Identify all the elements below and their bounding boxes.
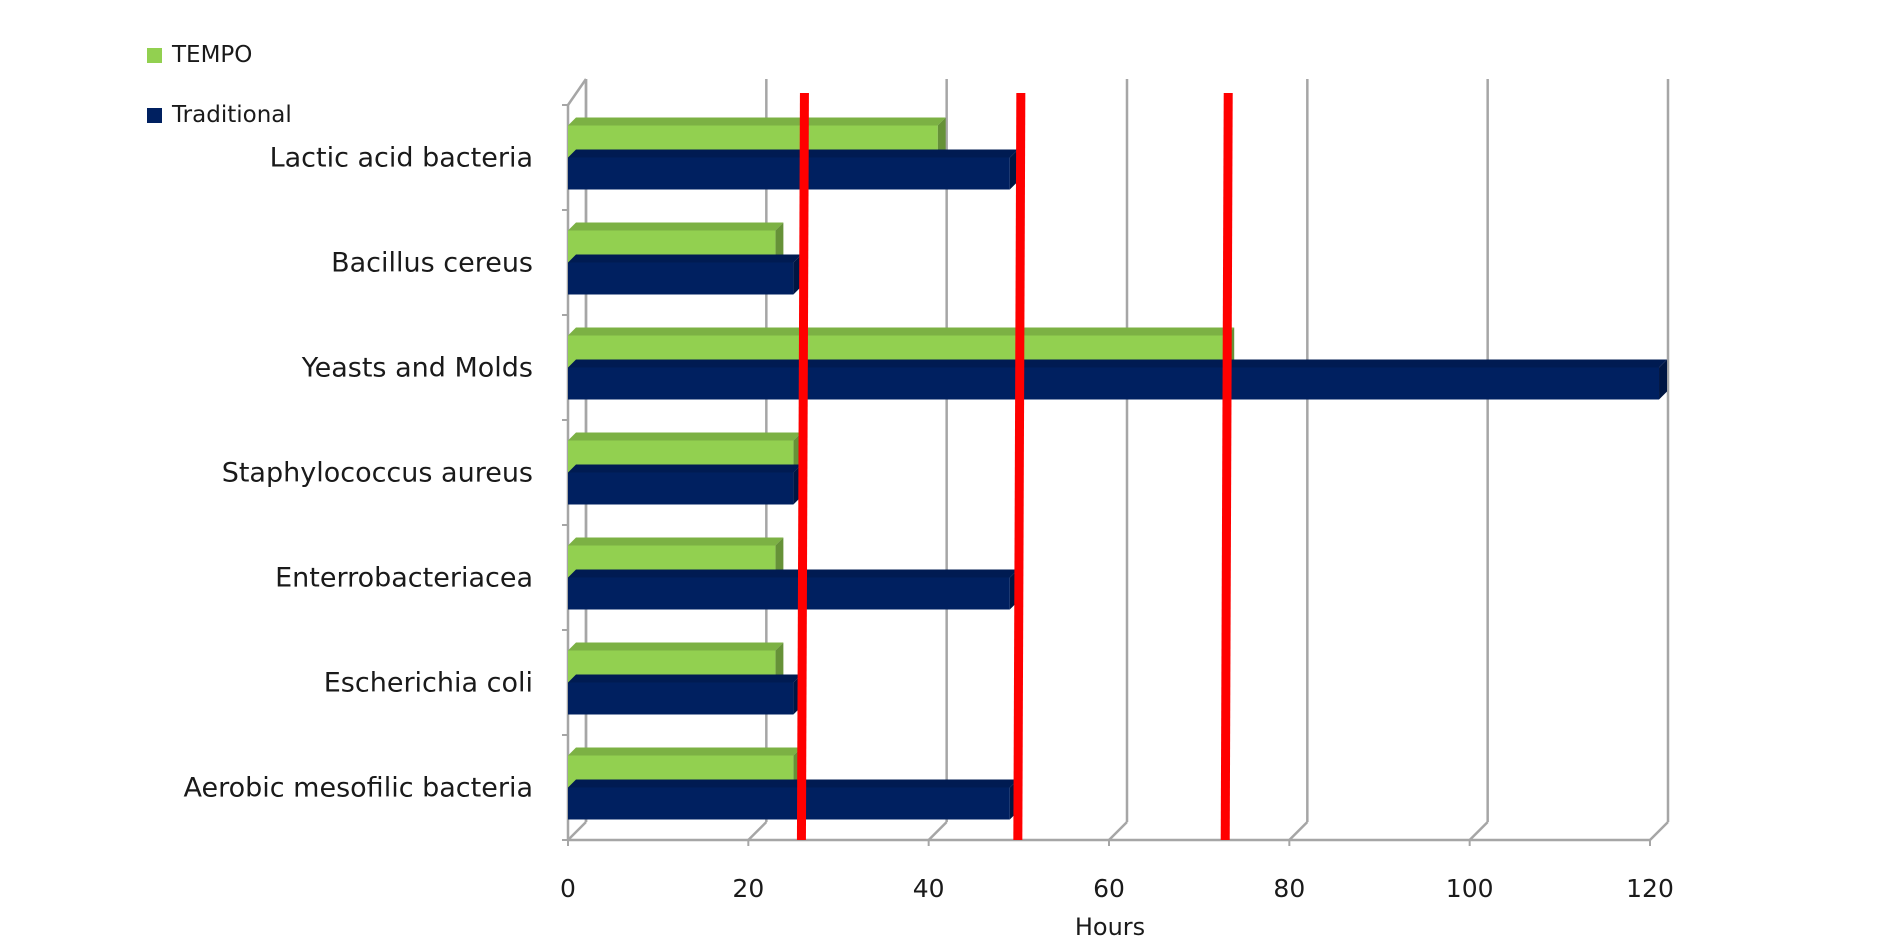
legend-item-tempo: TEMPO — [147, 42, 292, 68]
chart-legend: TEMPO Traditional — [147, 42, 292, 164]
x-tick-label: 60 — [1093, 874, 1125, 903]
bar-traditional — [568, 472, 794, 505]
bar-tempo-top — [568, 747, 802, 756]
bar-traditional-top — [568, 674, 802, 683]
bar-tempo-top — [568, 222, 784, 231]
bar-traditional-top — [568, 464, 802, 473]
x-axis-title: Hours — [1075, 913, 1145, 941]
legend-item-traditional: Traditional — [147, 102, 292, 128]
floor-gridline — [1468, 821, 1489, 841]
x-tick-label: 20 — [732, 874, 764, 903]
reference-lines — [796, 92, 1233, 841]
bar-tempo-top — [568, 432, 802, 441]
bar-traditional-top — [568, 149, 1018, 158]
bar-traditional — [568, 577, 1010, 610]
x-tick-label: 0 — [560, 874, 576, 903]
reference-line — [796, 92, 809, 841]
bar-tempo-top — [568, 117, 946, 126]
bar-traditional — [568, 787, 1010, 820]
category-label: Escherichia coli — [324, 668, 533, 699]
floor-gridline — [747, 821, 768, 841]
legend-label-tempo: TEMPO — [172, 42, 253, 68]
x-tick-label: 40 — [913, 874, 945, 903]
bar-traditional — [568, 262, 794, 295]
x-tick-label: 100 — [1446, 874, 1494, 903]
bar-tempo-top — [568, 327, 1235, 336]
x-tick-label: 120 — [1626, 874, 1674, 903]
bar-traditional-top — [568, 779, 1018, 788]
legend-swatch-tempo — [147, 47, 162, 63]
category-label: Enterrobacteriacea — [275, 563, 533, 594]
bar-tempo-side — [775, 537, 784, 578]
floor-gridline — [1108, 821, 1128, 841]
floor-gridline — [1649, 821, 1669, 841]
bar-tempo-side — [775, 642, 784, 683]
bar-traditional — [568, 157, 1010, 190]
legend-label-traditional: Traditional — [172, 102, 292, 128]
bar-traditional-side — [1659, 359, 1668, 400]
floor-gridline — [567, 821, 587, 841]
category-label: Lactic acid bacteria — [270, 143, 533, 174]
category-label: Staphylococcus aureus — [222, 458, 533, 489]
reference-line — [1220, 92, 1233, 841]
floor-gridline — [927, 821, 948, 841]
bar-tempo-top — [568, 642, 784, 651]
bar-tempo-top — [568, 537, 784, 546]
category-label: Yeasts and Molds — [301, 353, 533, 384]
reference-line — [1013, 92, 1026, 841]
bar-traditional-side — [1009, 149, 1018, 190]
bar-traditional — [568, 367, 1660, 400]
bar-tempo-side — [937, 117, 946, 158]
wall-edge-line — [566, 78, 588, 106]
category-label: Bacillus cereus — [331, 248, 533, 279]
bar-traditional-top — [568, 569, 1018, 578]
bar-traditional — [568, 682, 794, 715]
category-label: Aerobic mesofilic bacteria — [183, 773, 533, 804]
bar-tempo-side — [775, 222, 784, 263]
x-tick-label: 80 — [1273, 874, 1305, 903]
bar-traditional-top — [568, 254, 802, 263]
bar-traditional-top — [568, 359, 1668, 368]
floor-gridline — [1288, 821, 1309, 841]
legend-swatch-traditional — [147, 107, 162, 123]
bars — [568, 117, 1668, 820]
labels: 0 20 40 60 80 100 120 Lactic acid bacteria Bacil… — [183, 143, 1673, 942]
